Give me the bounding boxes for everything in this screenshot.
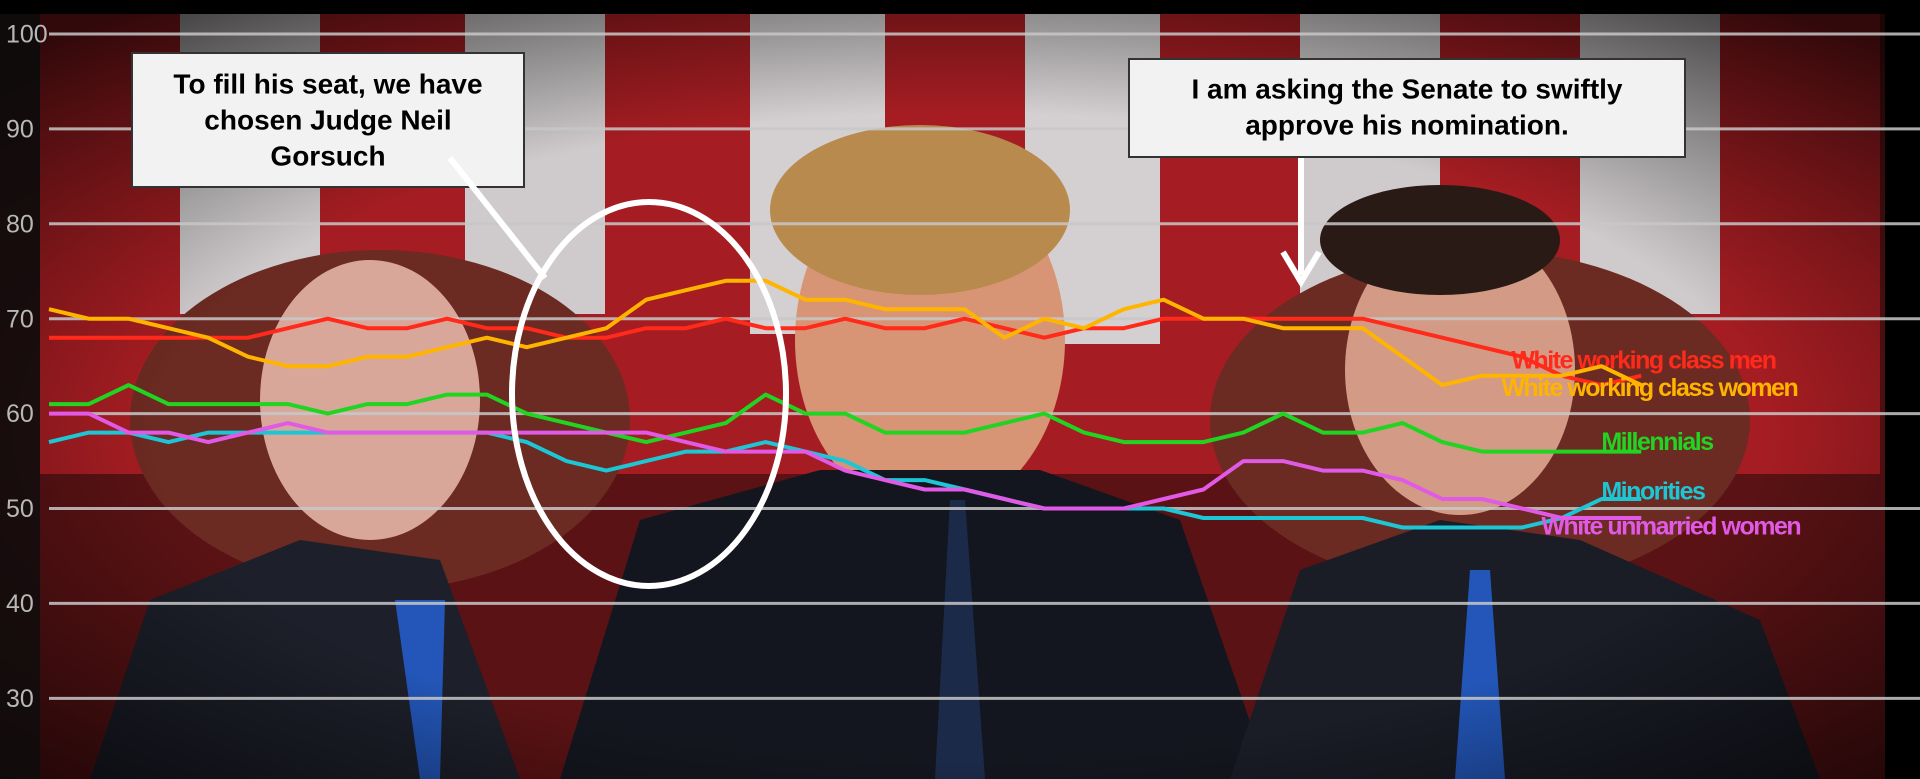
series-line (48, 430, 1642, 530)
y-tick-label: 60 (6, 400, 34, 428)
annotation-text: To fill his seat, we have (173, 68, 482, 99)
y-tick-label: 70 (6, 305, 34, 333)
series-label: White working class men (1511, 346, 1775, 374)
y-tick-label: 90 (6, 116, 34, 144)
annotation-1: To fill his seat, we have chosen Judge N… (131, 52, 789, 589)
y-tick-label: 100 (6, 21, 48, 49)
annotation-text: Gorsuch (270, 140, 385, 171)
arrow-head (1280, 250, 1322, 288)
series-line (49, 411, 1642, 520)
annotation-text: approve his nomination. (1245, 109, 1569, 140)
highlight-ellipse (509, 199, 789, 589)
y-tick-label: 40 (6, 590, 34, 618)
annotation-text: chosen Judge Neil (204, 104, 451, 135)
annotation-text: I am asking the Senate to swiftly (1191, 73, 1622, 104)
series-label: White unmarried women (1541, 513, 1800, 541)
y-tick-label: 50 (6, 495, 34, 523)
pointer-line (447, 156, 548, 280)
series-label: Minorities (1601, 478, 1705, 506)
annotation-2: I am asking the Senate to swiftly approv… (1128, 58, 1686, 288)
y-tick-label: 30 (6, 685, 34, 713)
series-line (49, 316, 1642, 388)
series-line (49, 383, 1642, 454)
y-tick-label: 80 (6, 210, 34, 238)
callout-box (1128, 58, 1686, 158)
series-label: Millennials (1601, 428, 1713, 456)
series-line (48, 278, 1643, 388)
series-label: White working class women (1501, 374, 1797, 402)
